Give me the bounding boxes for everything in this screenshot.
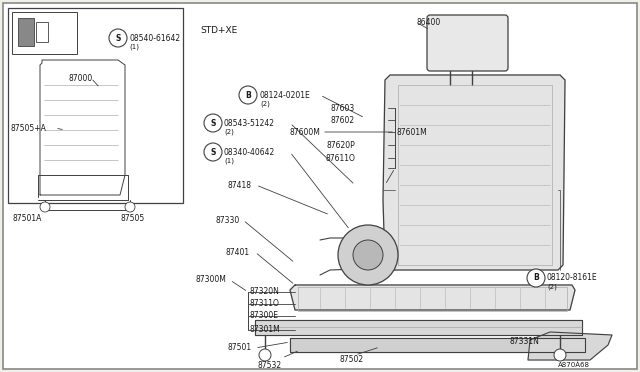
Circle shape: [338, 225, 398, 285]
Text: S: S: [115, 33, 121, 42]
Text: 87320N: 87320N: [250, 288, 280, 296]
Text: 87300M: 87300M: [195, 276, 226, 285]
Polygon shape: [290, 285, 575, 310]
Text: 87603: 87603: [331, 103, 355, 112]
Text: 87601M: 87601M: [397, 128, 428, 137]
Bar: [12, 12, 77, 54]
Polygon shape: [528, 332, 612, 360]
Bar: [18, 18, 34, 46]
Circle shape: [554, 349, 566, 361]
Text: 87501: 87501: [228, 343, 252, 353]
Text: 87330: 87330: [215, 215, 239, 224]
Text: A870À68: A870À68: [558, 362, 590, 368]
Text: B: B: [245, 90, 251, 99]
Text: 87331N: 87331N: [510, 337, 540, 346]
Circle shape: [239, 86, 257, 104]
Text: B: B: [533, 273, 539, 282]
Text: 87620P: 87620P: [326, 141, 355, 150]
Text: 87505: 87505: [120, 214, 144, 222]
Circle shape: [259, 349, 271, 361]
Circle shape: [125, 202, 135, 212]
Text: 87300E: 87300E: [250, 311, 279, 321]
Polygon shape: [40, 60, 125, 195]
Circle shape: [204, 114, 222, 132]
Text: 87301M: 87301M: [250, 326, 281, 334]
Text: 87611O: 87611O: [325, 154, 355, 163]
Text: 08120-8161E: 08120-8161E: [547, 273, 598, 282]
Circle shape: [40, 202, 50, 212]
Polygon shape: [38, 175, 128, 200]
Circle shape: [204, 143, 222, 161]
Text: STD+XE: STD+XE: [200, 26, 237, 35]
Circle shape: [109, 29, 127, 47]
Text: 87311O: 87311O: [250, 299, 280, 308]
Text: 87418: 87418: [228, 180, 252, 189]
Circle shape: [527, 269, 545, 287]
Text: S: S: [211, 119, 216, 128]
Text: 87501A: 87501A: [12, 214, 42, 222]
Text: 08540-61642: 08540-61642: [129, 33, 180, 42]
Text: (1): (1): [129, 44, 139, 50]
Polygon shape: [383, 75, 565, 270]
Text: 87502: 87502: [340, 356, 364, 365]
Text: 87602: 87602: [331, 115, 355, 125]
Text: S: S: [211, 148, 216, 157]
Text: 08124-0201E: 08124-0201E: [260, 90, 311, 99]
Polygon shape: [290, 338, 585, 352]
Circle shape: [353, 240, 383, 270]
Text: 08340-40642: 08340-40642: [224, 148, 275, 157]
Text: (1): (1): [224, 158, 234, 164]
Text: (2): (2): [224, 129, 234, 135]
Bar: [36, 22, 48, 42]
Text: (2): (2): [260, 101, 270, 107]
Text: 87401: 87401: [225, 247, 249, 257]
Bar: [8, 8, 183, 203]
Text: 87000: 87000: [68, 74, 92, 83]
Polygon shape: [255, 320, 582, 335]
Text: 86400: 86400: [417, 17, 441, 26]
Text: 87600M: 87600M: [289, 128, 320, 137]
Text: 08543-51242: 08543-51242: [224, 119, 275, 128]
FancyBboxPatch shape: [427, 15, 508, 71]
Text: 87505+A: 87505+A: [10, 124, 46, 132]
Text: (2): (2): [547, 284, 557, 290]
Text: 87532: 87532: [258, 360, 282, 369]
